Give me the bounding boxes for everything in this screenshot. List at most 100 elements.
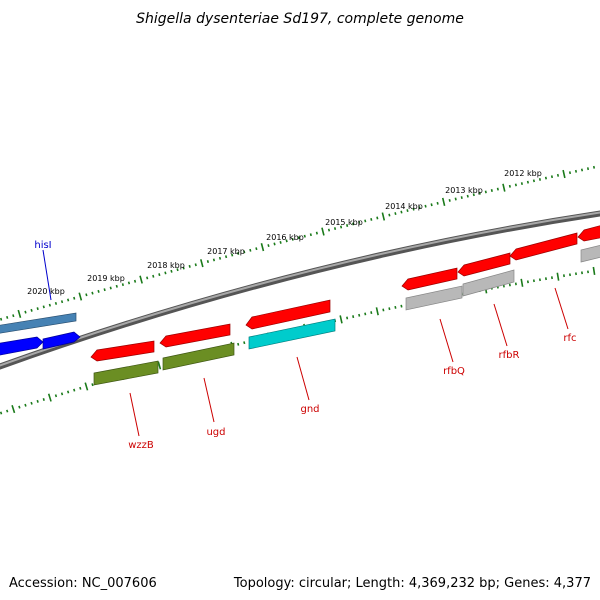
feature-track-inner	[0, 245, 600, 386]
outer-scale-minor-tick	[424, 204, 427, 208]
scale-label-2020: 2020 kbp	[27, 287, 65, 296]
gene-label-gnd: gnd	[300, 404, 319, 415]
inner-scale-major-tick	[84, 382, 89, 391]
outer-scale-minor-tick	[430, 203, 433, 207]
accession-text: Accession: NC_007606	[9, 576, 157, 591]
outer-scale-minor-tick	[556, 173, 560, 177]
outer-scale-major-tick	[78, 292, 83, 301]
outer-scale-minor-tick	[267, 244, 270, 248]
inner-scale-minor-tick	[352, 315, 355, 319]
inner-scale-minor-tick	[364, 312, 367, 316]
outer-scale-major-tick	[260, 243, 265, 252]
outer-scale-minor-tick	[580, 168, 584, 172]
scale-label-2017: 2017 kbp	[207, 247, 245, 256]
topology-summary-text: Topology: circular; Length: 4,369,232 bp…	[233, 576, 591, 591]
label-leaders	[42, 249, 569, 437]
outer-scale-minor-tick	[60, 300, 64, 304]
leader-rfbR	[493, 303, 508, 347]
outer-scale-minor-tick	[406, 209, 409, 213]
outer-scale-major-tick	[17, 309, 22, 318]
outer-scale-minor-tick	[526, 180, 529, 184]
outer-scale-minor-tick	[352, 222, 355, 226]
feature-rfbR-outer	[457, 252, 511, 277]
outer-scale-minor-tick	[400, 210, 403, 214]
feature-wzzB-inner	[93, 360, 159, 386]
inner-scale-major-tick	[375, 307, 379, 316]
outer-scale-major-tick	[562, 169, 566, 179]
outer-scale-major-tick	[381, 212, 386, 221]
feature-hisI-inner-b	[42, 331, 81, 350]
outer-scale-minor-tick	[0, 317, 3, 321]
outer-scale-minor-tick	[333, 227, 337, 230]
outer-scale-minor-tick	[436, 201, 439, 205]
inner-scale-minor-tick	[18, 405, 21, 409]
feature-ugd	[159, 323, 231, 348]
outer-scale-minor-tick	[508, 184, 511, 188]
outer-scale-minor-tick	[358, 221, 361, 224]
gene-label-hisI: hisI	[34, 240, 51, 251]
outer-scale-minor-tick	[6, 315, 9, 319]
outer-scale-minor-tick	[520, 182, 523, 185]
outer-scale-minor-tick	[285, 239, 288, 243]
outer-scale-minor-tick	[42, 305, 45, 309]
outer-scale-minor-tick	[133, 279, 137, 283]
inner-scale-minor-tick	[54, 394, 58, 398]
outer-scale-minor-tick	[532, 179, 536, 183]
outer-scale-minor-tick	[36, 307, 39, 311]
outer-scale-minor-tick	[291, 237, 294, 241]
outer-scale-minor-tick	[454, 197, 457, 201]
inner-scale-minor-tick	[73, 388, 76, 392]
inner-scale-minor-tick	[388, 307, 391, 311]
outer-scale-track	[0, 165, 596, 321]
scale-labels: 2020 kbp 2019 kbp 2018 kbp 2017 kbp 2016…	[27, 169, 542, 296]
figure-title: Shigella dysenteriae Sd197, complete gen…	[136, 11, 464, 27]
outer-scale-minor-tick	[448, 198, 451, 202]
inner-scale-minor-tick	[66, 390, 70, 394]
outer-scale-minor-tick	[592, 165, 596, 169]
inner-scale-minor-tick	[79, 386, 82, 390]
outer-scale-major-tick	[321, 227, 325, 236]
outer-scale-minor-tick	[496, 187, 499, 191]
outer-scale-minor-tick	[412, 207, 415, 211]
outer-scale-minor-tick	[315, 231, 318, 235]
inner-scale-minor-tick	[36, 399, 39, 403]
inner-scale-major-tick	[520, 278, 524, 287]
inner-scale-minor-tick	[400, 304, 403, 308]
feature-gnd-inner	[248, 318, 336, 350]
scale-label-2015: 2015 kbp	[325, 218, 363, 227]
outer-scale-minor-tick	[460, 196, 463, 200]
outer-scale-minor-tick	[91, 291, 94, 295]
outer-scale-minor-tick	[12, 314, 15, 318]
inner-scale-minor-tick	[358, 313, 361, 317]
feature-rfbQ-inner	[405, 285, 463, 311]
leader-wzzB	[129, 392, 140, 437]
feature-edge-outer	[577, 225, 600, 242]
feature-track-outer	[0, 225, 600, 362]
outer-scale-minor-tick	[490, 189, 493, 192]
scale-label-2013: 2013 kbp	[445, 186, 483, 195]
outer-scale-minor-tick	[206, 260, 209, 263]
inner-scale-major-tick	[47, 393, 52, 402]
gene-label-rfbR: rfbR	[499, 350, 520, 361]
outer-scale-minor-tick	[188, 264, 191, 268]
outer-scale-minor-tick	[376, 216, 379, 220]
feature-ugd-inner	[162, 342, 235, 371]
outer-scale-minor-tick	[152, 274, 155, 278]
outer-scale-minor-tick	[568, 171, 572, 175]
feature-wzzB	[90, 340, 155, 362]
outer-scale-minor-tick	[364, 219, 367, 223]
outer-scale-minor-tick	[30, 308, 33, 312]
outer-scale-minor-tick	[121, 283, 124, 287]
outer-scale-minor-tick	[182, 266, 185, 270]
inner-scale-minor-tick	[346, 316, 349, 320]
scale-label-2019: 2019 kbp	[87, 274, 125, 283]
outer-scale-minor-tick	[67, 298, 70, 302]
outer-scale-minor-tick	[418, 206, 421, 210]
outer-scale-minor-tick	[249, 248, 252, 252]
outer-scale-minor-tick	[370, 218, 373, 221]
outer-scale-minor-tick	[550, 175, 554, 179]
outer-scale-minor-tick	[85, 293, 88, 297]
inner-scale-minor-tick	[370, 311, 373, 315]
